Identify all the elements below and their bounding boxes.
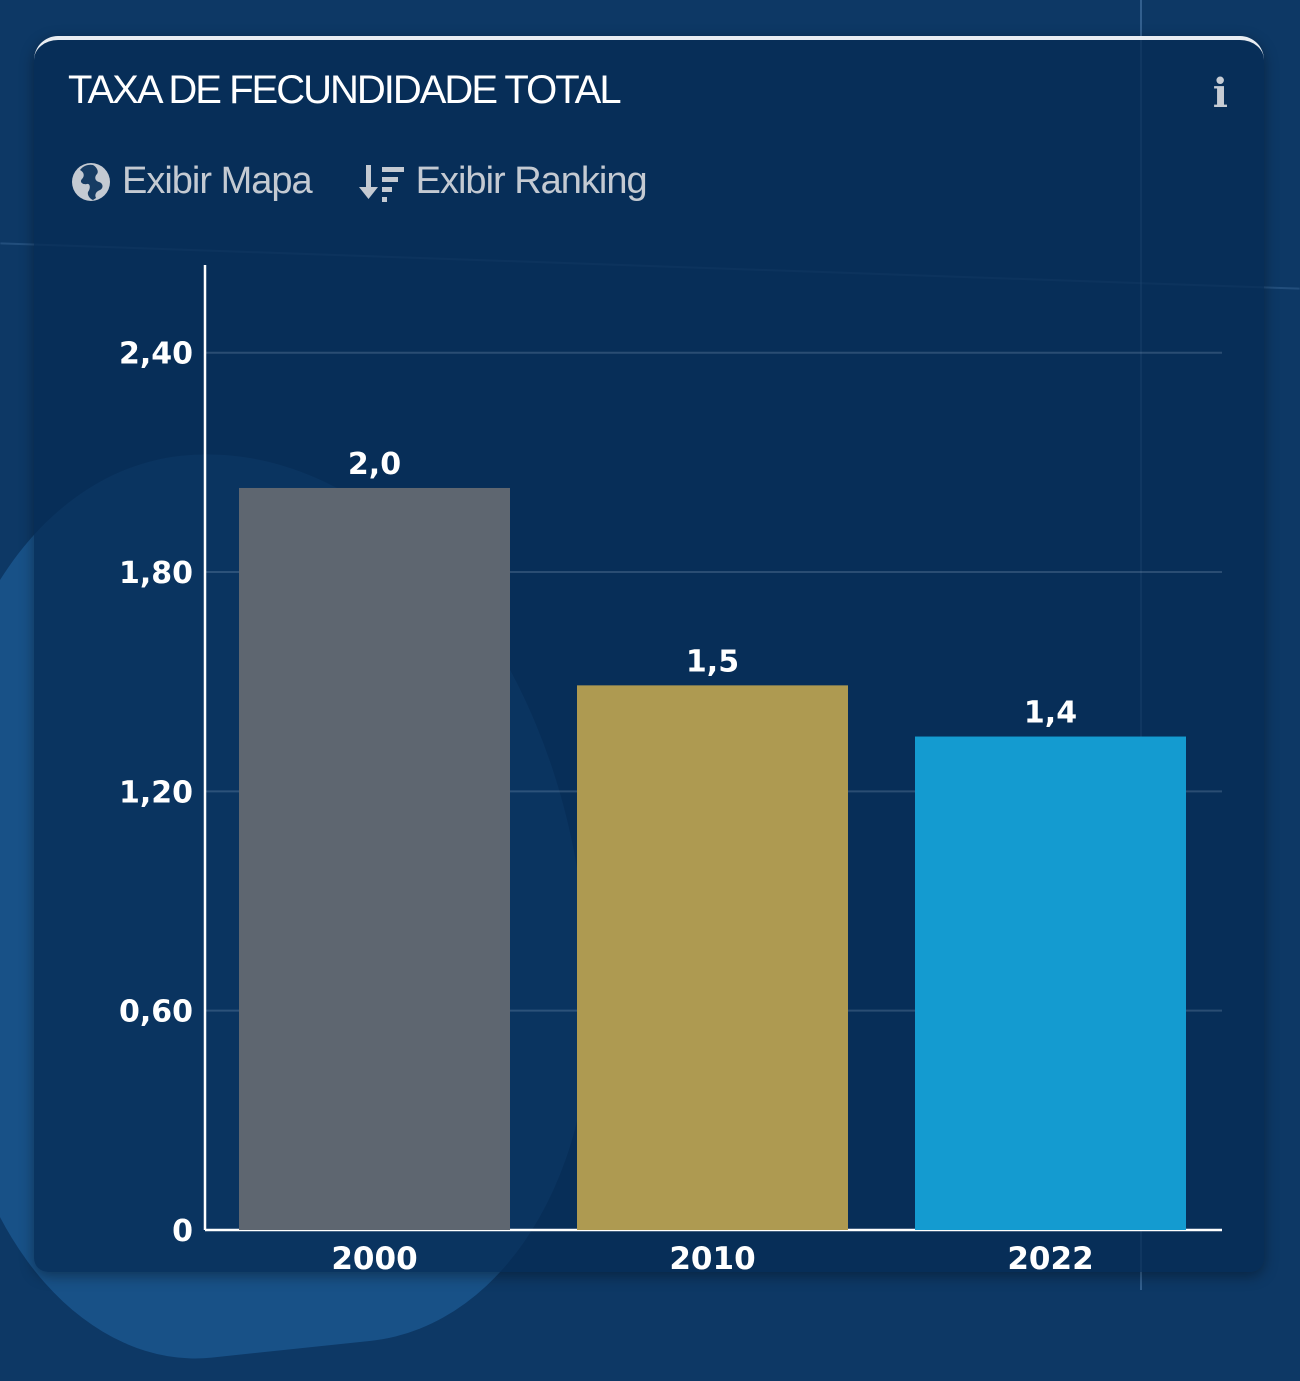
x-tick-label: 2000 bbox=[331, 1241, 417, 1277]
sort-descending-icon bbox=[358, 164, 404, 202]
y-tick-label: 2,40 bbox=[119, 337, 193, 372]
labels: 0 0,60 1,20 1,80 2,40 2,0 2000 1,5 2010 1,4 2022 bbox=[119, 337, 1094, 1277]
y-tick-label: 1,20 bbox=[119, 775, 193, 810]
bar-value-label: 1,4 bbox=[1024, 696, 1077, 731]
card-title: TAXA DE FECUNDIDADE TOTAL bbox=[68, 68, 622, 112]
x-tick-label: 2022 bbox=[1007, 1241, 1093, 1277]
bar-2000[interactable] bbox=[239, 487, 510, 1230]
show-map-button[interactable]: Exibir Mapa bbox=[70, 160, 313, 203]
y-tick-label: 0,60 bbox=[119, 995, 193, 1030]
fertility-bar-chart: 0 0,60 1,20 1,80 2,40 2,0 2000 1,5 2010 1,4 2022 bbox=[119, 265, 1222, 1277]
show-ranking-label: Exibir Ranking bbox=[415, 160, 648, 202]
bar-value-label: 2,0 bbox=[348, 447, 401, 482]
info-icon[interactable]: i bbox=[1212, 70, 1228, 117]
x-tick-label: 2010 bbox=[669, 1241, 755, 1277]
bars bbox=[239, 487, 1186, 1230]
y-tick-label: 0 bbox=[172, 1214, 193, 1249]
bar-2010[interactable] bbox=[577, 685, 848, 1230]
y-tick-label: 1,80 bbox=[119, 556, 193, 591]
globe-icon bbox=[72, 162, 110, 201]
bar-value-label: 1,5 bbox=[686, 644, 739, 679]
card-actions: Exibir Mapa Exibir Ranking bbox=[70, 160, 648, 203]
bar-2022[interactable] bbox=[915, 736, 1186, 1230]
show-map-label: Exibir Mapa bbox=[122, 160, 313, 202]
show-ranking-button[interactable]: Exibir Ranking bbox=[358, 160, 648, 203]
